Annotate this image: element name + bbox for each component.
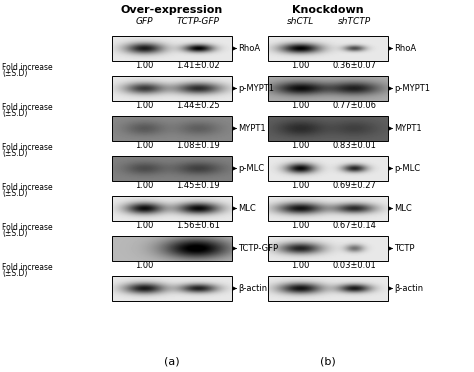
Text: TCTP-GFP: TCTP-GFP: [238, 244, 278, 253]
Text: MYPT1: MYPT1: [394, 124, 422, 133]
Bar: [268, 116, 388, 141]
Text: 0.36±0.07: 0.36±0.07: [332, 61, 376, 71]
Bar: [112, 196, 232, 221]
Text: 1.00: 1.00: [135, 262, 154, 270]
Text: 1.00: 1.00: [291, 182, 310, 190]
Text: (±S.D): (±S.D): [2, 69, 27, 78]
Text: p-MLC: p-MLC: [238, 164, 264, 173]
Text: TCTP-GFP: TCTP-GFP: [177, 17, 220, 26]
Text: 1.00: 1.00: [291, 61, 310, 71]
Text: 1.00: 1.00: [135, 182, 154, 190]
Bar: [268, 156, 388, 181]
Text: 0.67±0.14: 0.67±0.14: [332, 221, 376, 231]
Text: 1.08±0.19: 1.08±0.19: [176, 141, 220, 151]
Text: p-MYPT1: p-MYPT1: [394, 84, 430, 93]
Text: 0.69±0.27: 0.69±0.27: [332, 182, 376, 190]
Text: MYPT1: MYPT1: [238, 124, 265, 133]
Text: (b): (b): [320, 356, 336, 366]
Text: 1.00: 1.00: [135, 61, 154, 71]
Bar: [112, 76, 232, 101]
Text: Fold increase: Fold increase: [2, 183, 53, 192]
Text: 1.41±0.02: 1.41±0.02: [177, 61, 220, 71]
Bar: [268, 36, 388, 61]
Text: β-actin: β-actin: [394, 284, 423, 293]
Text: (±S.D): (±S.D): [2, 189, 27, 198]
Text: MLC: MLC: [394, 204, 412, 213]
Text: shCTL: shCTL: [287, 17, 314, 26]
Text: (±S.D): (±S.D): [2, 149, 27, 158]
Text: TCTP: TCTP: [394, 244, 414, 253]
Bar: [268, 76, 388, 101]
Text: RhoA: RhoA: [238, 44, 260, 53]
Bar: [112, 236, 232, 261]
Text: 1.00: 1.00: [135, 102, 154, 110]
Bar: [268, 196, 388, 221]
Text: 1.00: 1.00: [135, 141, 154, 151]
Text: Fold increase: Fold increase: [2, 263, 53, 272]
Bar: [112, 276, 232, 301]
Text: 1.45±0.19: 1.45±0.19: [177, 182, 220, 190]
Bar: [268, 236, 388, 261]
Bar: [112, 156, 232, 181]
Text: p-MLC: p-MLC: [394, 164, 420, 173]
Text: GFP: GFP: [136, 17, 153, 26]
Text: 1.56±0.61: 1.56±0.61: [176, 221, 220, 231]
Text: β-actin: β-actin: [238, 284, 267, 293]
Text: p-MYPT1: p-MYPT1: [238, 84, 274, 93]
Text: (±S.D): (±S.D): [2, 229, 27, 238]
Text: MLC: MLC: [238, 204, 256, 213]
Text: (a): (a): [164, 356, 180, 366]
Bar: [112, 116, 232, 141]
Text: 1.00: 1.00: [291, 221, 310, 231]
Text: (±S.D): (±S.D): [2, 269, 27, 278]
Text: 0.83±0.01: 0.83±0.01: [332, 141, 376, 151]
Text: shTCTP: shTCTP: [338, 17, 371, 26]
Text: Fold increase: Fold increase: [2, 63, 53, 72]
Bar: [112, 36, 232, 61]
Text: Fold increase: Fold increase: [2, 143, 53, 152]
Text: 1.00: 1.00: [291, 262, 310, 270]
Text: 0.77±0.06: 0.77±0.06: [332, 102, 376, 110]
Text: Fold increase: Fold increase: [2, 223, 53, 232]
Text: (±S.D): (±S.D): [2, 109, 27, 118]
Text: 1.00: 1.00: [291, 141, 310, 151]
Text: RhoA: RhoA: [394, 44, 416, 53]
Text: Knockdown: Knockdown: [292, 5, 364, 15]
Text: 1.44±0.25: 1.44±0.25: [177, 102, 220, 110]
Text: 1.00: 1.00: [135, 221, 154, 231]
Text: Fold increase: Fold increase: [2, 103, 53, 112]
Text: 1.00: 1.00: [291, 102, 310, 110]
Text: Over-expression: Over-expression: [121, 5, 223, 15]
Text: 0.03±0.01: 0.03±0.01: [333, 262, 376, 270]
Bar: [268, 276, 388, 301]
